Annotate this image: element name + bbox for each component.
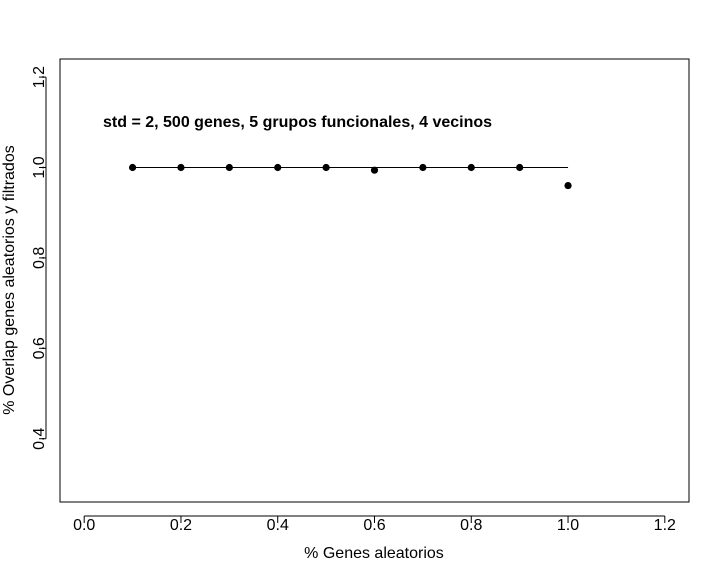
x-tick-label: 0.2: [170, 517, 192, 534]
data-point: [370, 166, 379, 174]
data-point: [516, 163, 524, 172]
y-tick-label: 1.2: [31, 66, 48, 88]
data-point: [419, 163, 427, 172]
x-axis: 0.0 0.2 0.4 0.6 0.8 1.0 1.2: [73, 515, 676, 534]
data-point: [467, 163, 475, 172]
y-tick-label: 1.0: [31, 156, 48, 178]
data-point: [177, 163, 185, 172]
x-axis-label: % Genes aleatorios: [304, 545, 444, 562]
data-point: [128, 163, 137, 172]
data-point: [274, 163, 282, 172]
x-tick-label: 0.8: [460, 517, 482, 534]
plot-frame: [59, 58, 690, 503]
data-point: [564, 181, 572, 190]
x-tick-label: 0.4: [267, 517, 289, 534]
data-point: [322, 163, 330, 172]
data-marks: [128, 163, 572, 190]
y-tick-label: 0.8: [31, 247, 48, 269]
x-tick-label: 1.2: [654, 517, 676, 534]
y-axis-label: % Overlap genes aleatorios y filtrados: [1, 145, 18, 414]
y-tick-label: 0.4: [31, 427, 48, 449]
y-axis: 0.4 0.6 0.8 1.0 1.2: [31, 66, 48, 450]
chart-annotation: std = 2, 500 genes, 5 grupos funcionales…: [103, 114, 492, 131]
x-tick-label: 0.0: [73, 517, 95, 534]
y-tick-label: 0.6: [31, 337, 48, 359]
x-tick-label: 0.6: [363, 517, 385, 534]
data-point: [225, 163, 233, 172]
x-tick-label: 1.0: [557, 517, 579, 534]
